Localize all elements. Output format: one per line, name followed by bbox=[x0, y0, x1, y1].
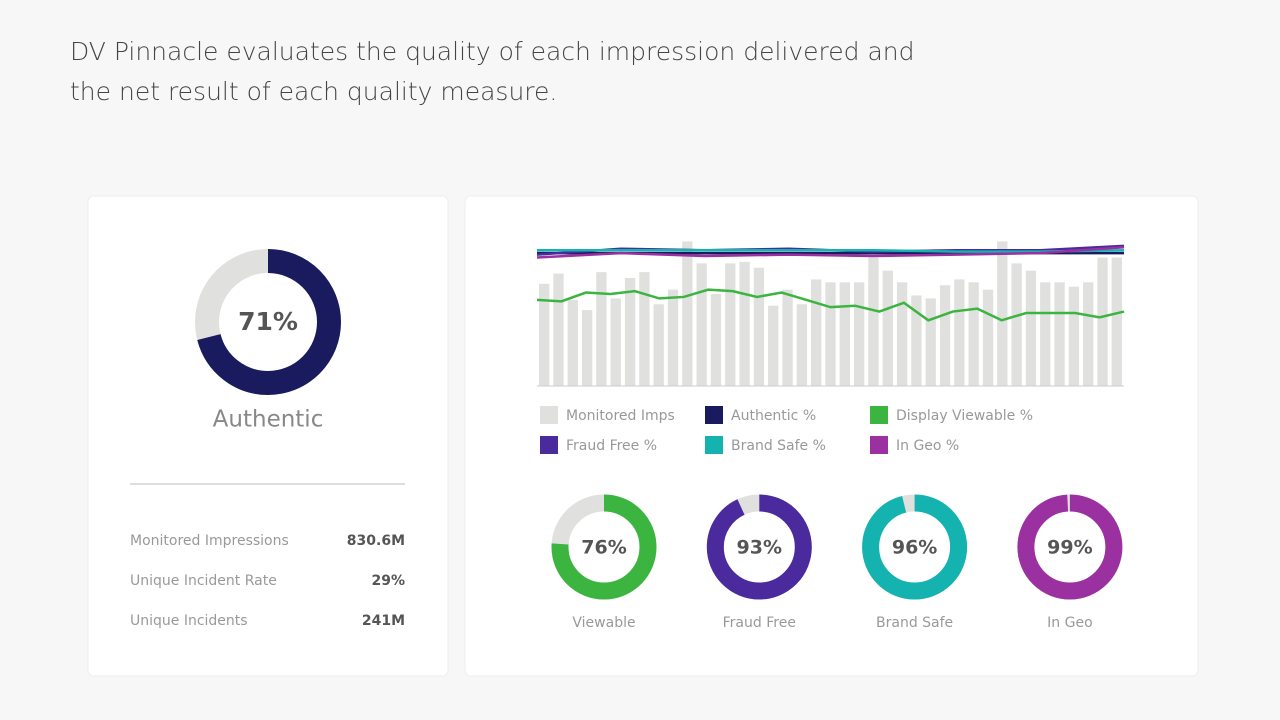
donut-arc bbox=[1017, 494, 1123, 600]
bar bbox=[624, 277, 636, 386]
title-line: DV Pinnacle evaluates the quality of eac… bbox=[70, 37, 914, 66]
donut-label: In Geo bbox=[1047, 615, 1092, 631]
legend-swatch bbox=[870, 436, 888, 454]
line bbox=[536, 288, 1125, 322]
stat-label: Unique Incident Rate bbox=[130, 573, 277, 589]
stat-label: Monitored Impressions bbox=[130, 533, 289, 549]
bar bbox=[911, 295, 922, 386]
legend-label: Monitored Imps bbox=[566, 408, 675, 424]
bar bbox=[825, 282, 836, 386]
donut-label: Brand Safe bbox=[876, 615, 953, 631]
bar bbox=[610, 298, 621, 386]
donut-arc bbox=[862, 494, 968, 600]
bar bbox=[725, 263, 736, 386]
bar bbox=[1083, 282, 1094, 386]
legend-label: Authentic % bbox=[731, 408, 816, 424]
donut-value: 99% bbox=[1047, 537, 1092, 559]
bar bbox=[896, 282, 908, 386]
donut-arc bbox=[195, 249, 341, 395]
bar bbox=[539, 283, 550, 386]
title-line: the net result of each quality measure. bbox=[70, 77, 557, 106]
stat-label: Unique Incidents bbox=[130, 613, 248, 629]
bar bbox=[1111, 257, 1122, 386]
bar bbox=[1097, 257, 1108, 386]
donut-arc bbox=[551, 494, 657, 600]
bar bbox=[1054, 282, 1065, 386]
donut-label: Viewable bbox=[572, 615, 635, 631]
bar bbox=[739, 261, 750, 386]
bar bbox=[710, 294, 722, 386]
legend-swatch bbox=[540, 436, 558, 454]
bar bbox=[639, 272, 650, 386]
donut-label: Fraud Free bbox=[723, 615, 796, 631]
bar bbox=[768, 305, 779, 386]
legend-label: In Geo % bbox=[896, 438, 959, 454]
legend-label: Fraud Free % bbox=[566, 438, 657, 454]
bar bbox=[696, 263, 707, 386]
bar bbox=[997, 241, 1008, 386]
chart-card bbox=[464, 195, 1199, 677]
donut-value: 76% bbox=[581, 537, 626, 559]
bar bbox=[782, 289, 793, 386]
bar bbox=[868, 257, 879, 386]
bar bbox=[682, 241, 693, 386]
bar bbox=[581, 310, 593, 386]
bar bbox=[567, 299, 578, 386]
bar bbox=[839, 282, 850, 386]
donut-arc bbox=[706, 494, 812, 600]
bar bbox=[1068, 286, 1080, 386]
bar bbox=[753, 267, 765, 386]
bar bbox=[796, 304, 808, 386]
line bbox=[536, 246, 1125, 259]
donut-value: 71% bbox=[238, 307, 298, 336]
legend-swatch bbox=[705, 406, 723, 424]
legend-label: Display Viewable % bbox=[896, 408, 1033, 424]
bar bbox=[982, 289, 994, 386]
stat-value: 241M bbox=[362, 613, 405, 629]
donut-value: 93% bbox=[737, 537, 782, 559]
legend-swatch bbox=[540, 406, 558, 424]
stat-value: 29% bbox=[371, 573, 405, 589]
bar bbox=[811, 279, 822, 386]
bar bbox=[667, 289, 679, 386]
bar bbox=[882, 270, 893, 386]
bar bbox=[925, 298, 936, 386]
bar bbox=[553, 273, 564, 386]
legend-swatch bbox=[870, 406, 888, 424]
bar bbox=[968, 282, 979, 386]
donut-value: 96% bbox=[892, 537, 937, 559]
bar bbox=[1040, 282, 1051, 386]
bar bbox=[653, 304, 664, 386]
donut-label: Authentic bbox=[213, 407, 324, 433]
stat-value: 830.6M bbox=[347, 533, 405, 549]
bar bbox=[596, 272, 607, 386]
line bbox=[537, 248, 1125, 253]
bar bbox=[939, 285, 951, 386]
bar bbox=[1011, 263, 1022, 386]
summary-card bbox=[87, 195, 449, 677]
bar bbox=[1025, 270, 1037, 386]
legend-label: Brand Safe % bbox=[731, 438, 826, 454]
bar bbox=[853, 282, 865, 386]
bar bbox=[954, 279, 965, 386]
legend-swatch bbox=[705, 436, 723, 454]
